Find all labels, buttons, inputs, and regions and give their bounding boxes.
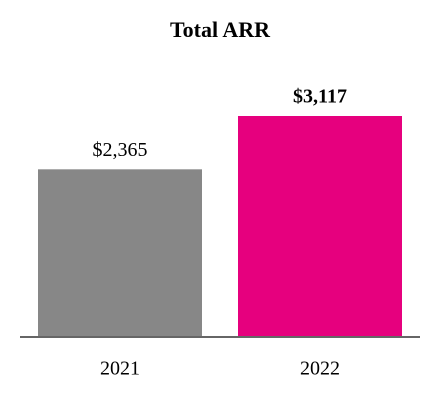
bar (38, 169, 202, 337)
value-label: $3,117 (293, 86, 347, 108)
x-tick-label: 2022 (300, 358, 340, 380)
value-label: $2,365 (93, 139, 148, 161)
bar (238, 116, 402, 337)
chart-title: Total ARR (170, 17, 271, 42)
x-tick-label: 2021 (100, 358, 140, 380)
